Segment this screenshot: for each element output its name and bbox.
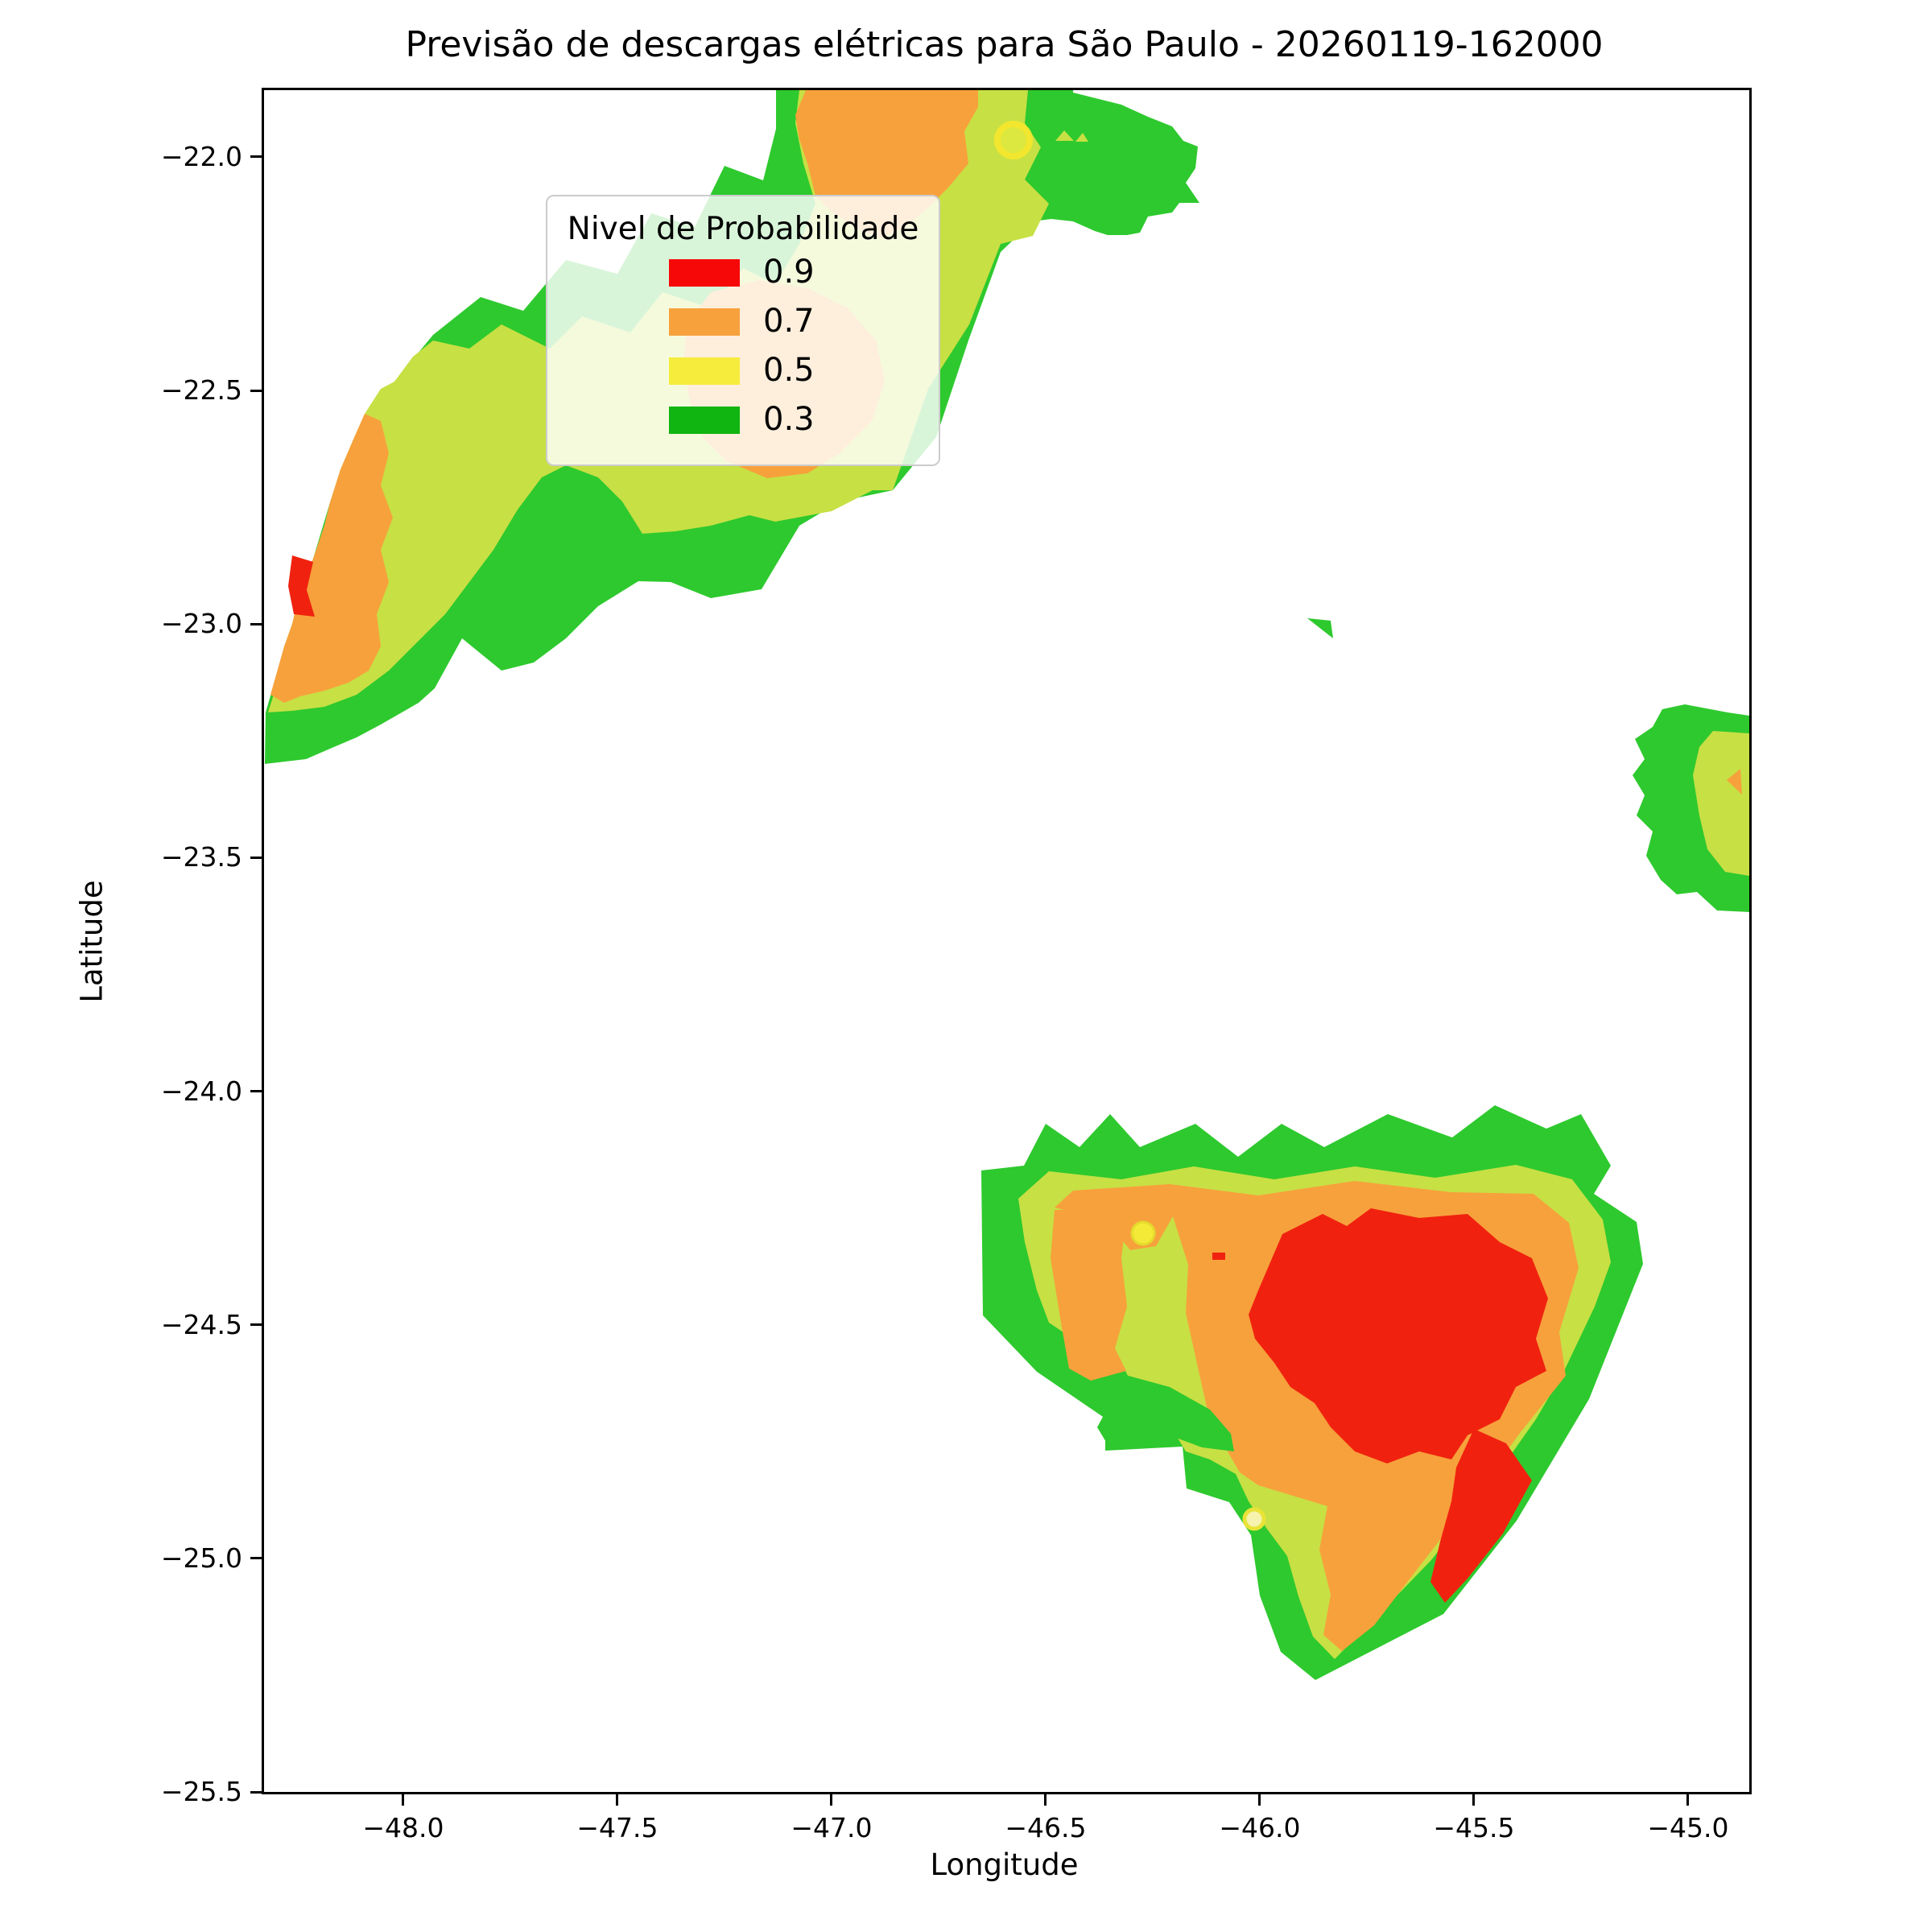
x-tick-label: −46.0 (1219, 1812, 1301, 1843)
x-tick (1258, 1794, 1261, 1806)
se-red-edge-streak-09 (1430, 1429, 1532, 1603)
y-tick (250, 1557, 262, 1560)
y-tick-label: −25.5 (160, 1776, 242, 1807)
plot-area: Nivel de Probabilidade 0.9 0.7 0.5 0.3 (262, 88, 1752, 1794)
se-red-dash (1212, 1253, 1225, 1260)
yellow-pale-dot-se (1242, 1507, 1266, 1531)
nw-red-sliver-09 (288, 555, 315, 617)
nw-yellow-triangle-1 (1055, 130, 1074, 141)
chart-title: Previsão de descargas elétricas para São… (405, 24, 1604, 65)
y-tick (250, 389, 262, 392)
x-tick (402, 1794, 405, 1806)
x-tick (616, 1794, 619, 1806)
y-tick (250, 1323, 262, 1327)
x-tick-label: −46.5 (1005, 1812, 1087, 1843)
east-patch-yellowgreen-05 (1693, 731, 1749, 876)
legend-entry-0.5: 0.5 (547, 352, 939, 390)
legend-title: Nivel de Probabilidade (567, 211, 919, 247)
y-tick-label: −24.0 (160, 1075, 242, 1107)
legend-label: 0.9 (763, 254, 815, 291)
legend-entry-0.7: 0.7 (547, 303, 939, 341)
x-tick (830, 1794, 833, 1806)
x-tick-label: −47.5 (576, 1812, 658, 1843)
y-tick (250, 622, 262, 625)
legend-box: Nivel de Probabilidade 0.9 0.7 0.5 0.3 (546, 195, 940, 466)
y-axis-label: Latitude (74, 880, 109, 1003)
legend-entry-0.3: 0.3 (547, 401, 939, 439)
se-storm-orange-left-strip-07 (1051, 1210, 1127, 1381)
x-axis-label: Longitude (930, 1847, 1079, 1882)
yellow-ring-dot-nw (994, 121, 1033, 159)
legend-label: 0.7 (763, 303, 815, 340)
legend-label: 0.3 (763, 401, 815, 438)
y-tick-label: −22.0 (160, 140, 242, 172)
x-tick-label: −47.0 (791, 1812, 873, 1843)
y-tick (250, 1090, 262, 1093)
legend-label: 0.5 (763, 352, 815, 389)
y-tick-label: −23.0 (160, 608, 242, 640)
legend-swatch-0.5 (669, 357, 740, 385)
x-tick-label: −45.0 (1647, 1812, 1729, 1843)
nw-orange-west-strip-07 (270, 414, 393, 703)
se-green-arm (1097, 1375, 1234, 1451)
legend-swatch-0.9 (669, 259, 740, 287)
y-tick (250, 155, 262, 159)
legend-swatch-0.3 (669, 407, 740, 434)
isolated-green-triangle (1307, 618, 1333, 638)
x-tick-label: −48.0 (362, 1812, 444, 1843)
y-tick-label: −22.5 (160, 374, 242, 407)
east-patch-orange-speck-07 (1727, 769, 1742, 795)
legend-entry-0.9: 0.9 (547, 254, 939, 291)
y-tick (250, 856, 262, 859)
y-tick-label: −25.0 (160, 1542, 242, 1574)
y-tick (250, 1790, 262, 1794)
x-tick (1686, 1794, 1690, 1806)
contour-map (265, 90, 1749, 1680)
x-tick (1044, 1794, 1047, 1806)
y-tick-label: −24.5 (160, 1308, 242, 1340)
nw-yellow-triangle-2 (1075, 133, 1088, 142)
x-tick (1472, 1794, 1476, 1806)
legend-swatch-0.7 (669, 308, 740, 336)
y-tick-label: −23.5 (160, 841, 242, 873)
se-red-core-09 (1249, 1208, 1548, 1463)
x-tick-label: −45.5 (1433, 1812, 1515, 1843)
yellow-dot-se (1130, 1220, 1156, 1246)
